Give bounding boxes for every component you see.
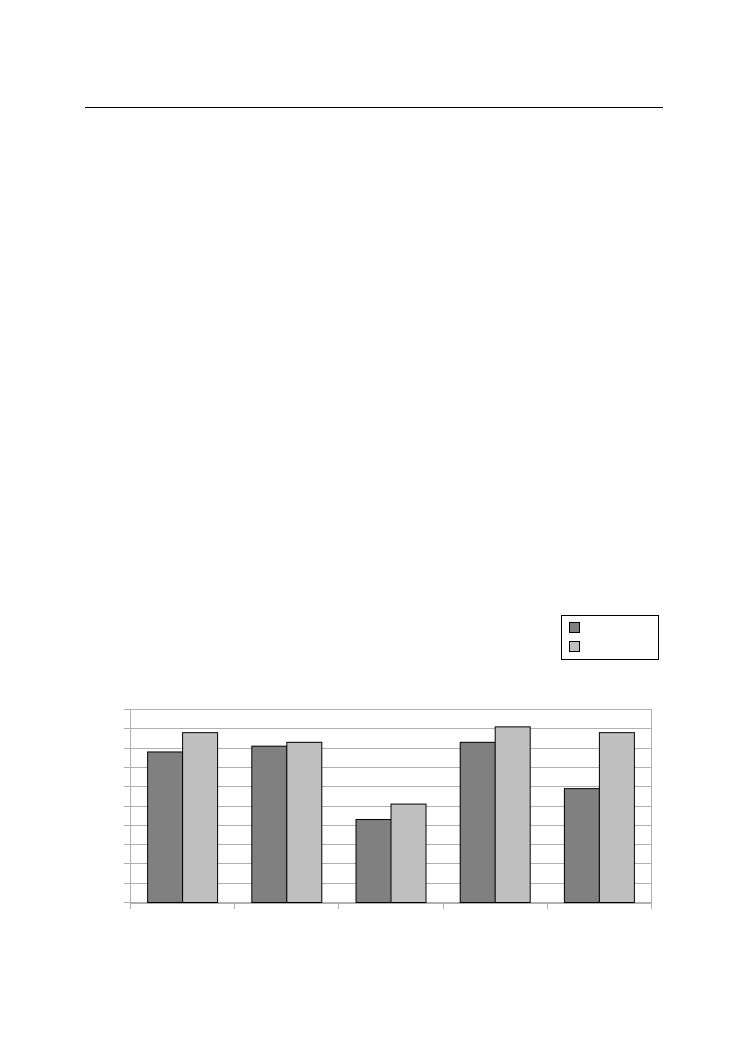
bar-series-1-category-1 [147,751,184,904]
bar-series-2-category-4 [494,726,531,903]
bar-series-1-category-4 [459,741,496,903]
bar-series-2-category-5 [598,732,635,903]
bar-series-2-category-3 [390,803,427,904]
bar-series-2-category-2 [286,741,323,903]
bar-series-2-category-1 [182,732,219,903]
chart-legend [561,615,659,660]
bar-series-1-category-3 [355,819,392,904]
bar-series-1-category-5 [563,788,600,904]
legend-swatch-series-1 [569,622,580,633]
header-rule [85,107,663,108]
bar-series-1-category-2 [251,745,288,903]
legend-swatch-series-2 [569,641,580,652]
